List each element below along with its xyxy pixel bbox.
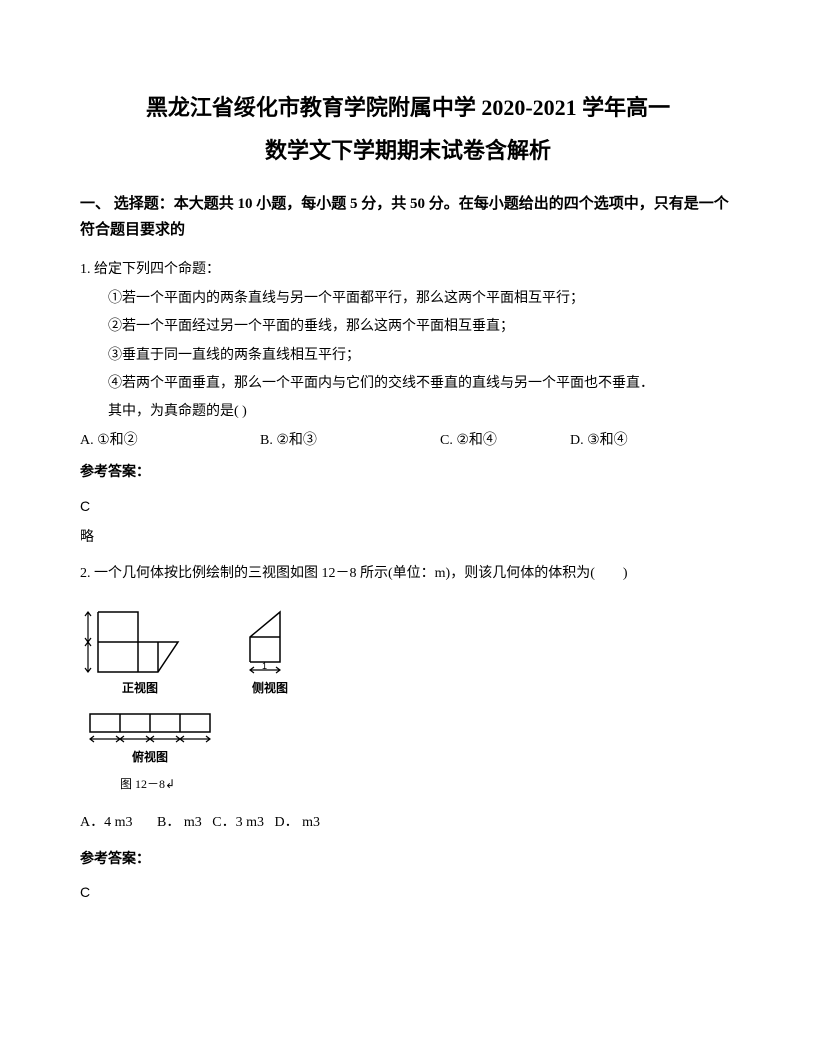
q1-item1: ①若一个平面内的两条直线与另一个平面都平行，那么这两个平面相互平行； [80,288,736,310]
q1-item3: ③垂直于同一直线的两条直线相互平行； [80,345,736,367]
top-view-block: 俯视图 [80,706,220,767]
side-view-svg: 1 [240,607,300,677]
q1-brief: 略 [80,527,736,549]
q1-stem: 1. 给定下列四个命题： [80,259,736,281]
front-view-block: 正视图 [80,602,200,698]
q2-answer-label: 参考答案： [80,849,736,871]
q2-stem: 2. 一个几何体按比例绘制的三视图如图 12－8 所示(单位：m)，则该几何体的… [80,563,736,585]
q2-option-a: A．4 m3 [80,815,133,830]
question-1: 1. 给定下列四个命题： ①若一个平面内的两条直线与另一个平面都平行，那么这两个… [80,259,736,549]
top-view-svg [80,706,220,746]
q2-option-d: D． m3 [274,815,320,830]
q2-options: A．4 m3 B． m3 C．3 m3 D． m3 [80,812,736,834]
q1-item4: ④若两个平面垂直，那么一个平面内与它们的交线不垂直的直线与另一个平面也不垂直． [80,373,736,395]
q1-item2: ②若一个平面经过另一个平面的垂线，那么这两个平面相互垂直； [80,316,736,338]
doc-title-line2: 数学文下学期期末试卷含解析 [80,133,736,168]
q1-answer-label: 参考答案： [80,462,736,484]
side-view-label: 侧视图 [252,679,288,698]
q1-option-c: C. ②和④ [440,430,570,452]
side-view-block: 1 侧视图 [240,607,300,698]
q1-option-b: B. ②和③ [260,430,440,452]
top-view-label: 俯视图 [132,748,168,767]
q1-option-a: A. ①和② [80,430,260,452]
front-view-svg [80,602,200,677]
q1-answer: C [80,495,736,517]
q1-option-d: D. ③和④ [570,430,700,452]
question-2: 2. 一个几何体按比例绘制的三视图如图 12－8 所示(单位：m)，则该几何体的… [80,563,736,903]
doc-title-line1: 黑龙江省绥化市教育学院附属中学 2020-2021 学年高一 [80,90,736,125]
svg-text:1: 1 [262,661,267,671]
q2-option-c: C．3 m3 [212,815,264,830]
q2-figures: 正视图 1 侧视图 [80,602,736,795]
q1-options: A. ①和② B. ②和③ C. ②和④ D. ③和④ [80,430,736,452]
section-heading: 一、 选择题：本大题共 10 小题，每小题 5 分，共 50 分。在每小题给出的… [80,192,736,243]
q2-option-b: B． m3 [157,815,202,830]
q2-answer: C [80,881,736,903]
front-view-label: 正视图 [122,679,158,698]
q1-prompt: 其中，为真命题的是( ) [80,401,736,423]
figure-number-label: 图 12－8↲ [120,775,736,794]
